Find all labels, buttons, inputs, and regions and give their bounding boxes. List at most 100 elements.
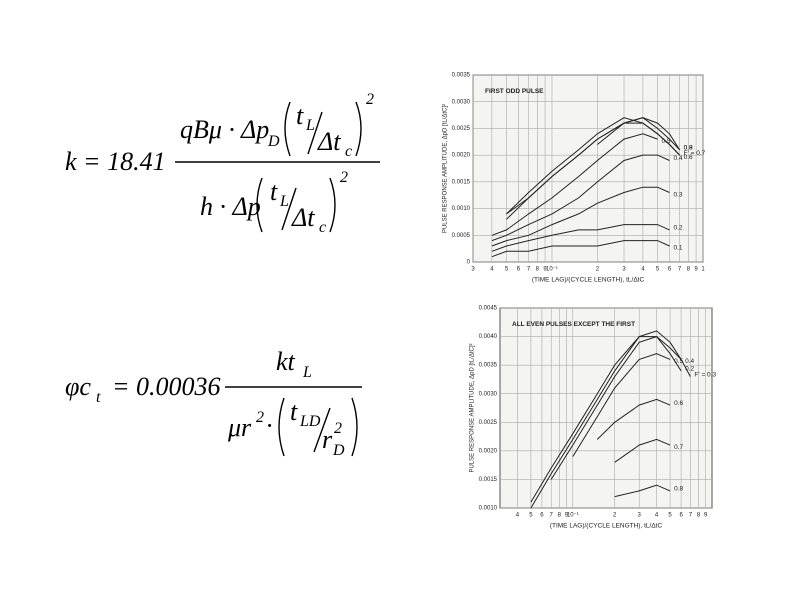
eq-term: μr <box>227 413 252 442</box>
y-tick-label: 0.0020 <box>479 448 498 454</box>
series-label: 0.9 <box>684 145 693 152</box>
x-tick-label: 1 <box>701 267 705 273</box>
eq-term: Δt <box>317 127 341 156</box>
series-label: 0.6 <box>684 154 693 161</box>
series-label: 0.8 <box>674 486 683 493</box>
x-axis-label: (TIME LAG)/(CYCLE LENGTH), tL/ΔtC <box>550 523 663 530</box>
x-tick-label: 5 <box>505 267 509 273</box>
x-tick-label: 6 <box>540 513 544 519</box>
series-label: 0.3 <box>673 191 682 198</box>
eq-sub: L <box>305 117 315 134</box>
x-tick-label: 8 <box>536 267 540 273</box>
x-tick-label: 4 <box>516 513 520 519</box>
x-tick-label: 5 <box>656 267 660 273</box>
eq-term: · <box>266 411 273 440</box>
annotation: FIRST ODD PULSE <box>485 88 544 95</box>
slash <box>307 111 323 155</box>
eq-sup: 2 <box>334 420 342 437</box>
paren <box>355 101 362 157</box>
eq-sup: 2 <box>256 409 264 426</box>
series-label: 0.6 <box>674 400 683 407</box>
x-tick-label: 6 <box>668 267 672 273</box>
series-line <box>597 117 681 151</box>
x-tick-label: 9 <box>543 267 547 273</box>
series-label: 0.8 <box>684 145 693 152</box>
eq-term: t <box>296 101 304 130</box>
eq-lhs: k = 18.41 <box>65 147 166 176</box>
series-line <box>491 186 670 247</box>
slash <box>281 187 297 231</box>
y-tick-label: 0 <box>467 260 471 266</box>
x-tick-label: 5 <box>529 513 533 519</box>
y-tick-label: 0.0015 <box>479 477 498 483</box>
series-line <box>491 240 670 258</box>
x-tick-label: 4 <box>655 513 659 519</box>
x-tick-label: 7 <box>689 513 693 519</box>
chart: 0.0010 0.0015 0.0020 0.0025 0.0030 0.0035 0.00… <box>470 306 717 530</box>
series-line <box>614 438 671 463</box>
series-line <box>550 336 682 480</box>
x-axis-label: (TIME LAG)/(CYCLE LENGTH), tL/ΔtC <box>532 277 645 284</box>
eq-term: Δt <box>291 203 315 232</box>
series-line <box>491 133 658 236</box>
series-line <box>530 336 682 503</box>
x-tick-label: 2 <box>613 513 617 519</box>
chart: 0 0.0005 0.0010 0.0015 0.0020 0.0025 0.0030 0.0… <box>443 73 706 284</box>
eq-term: h · Δp <box>200 192 261 221</box>
y-tick-label: 0.0040 <box>479 334 498 340</box>
series-line <box>614 484 671 498</box>
series-line <box>596 398 671 440</box>
y-tick-label: 0.0020 <box>452 153 471 159</box>
eq-term: t <box>270 177 278 206</box>
x-tick-label: 8 <box>697 513 701 519</box>
slash <box>313 407 331 453</box>
annotation: ALL EVEN PULSES EXCEPT THE FIRST <box>512 321 635 328</box>
eq-term: kt <box>276 347 296 376</box>
paren <box>256 177 263 233</box>
y-tick-label: 0.0030 <box>452 99 471 105</box>
plot-area <box>499 307 713 509</box>
y-axis-label: PULSE RESPONSE AMPLITUDE, ΔpD [tL/ΔtC]² <box>470 343 476 472</box>
y-tick-label: 0.0030 <box>479 391 498 397</box>
x-tick-label: 4 <box>490 267 494 273</box>
eq-lhs: φc <box>65 372 91 401</box>
x-tick-label: 3 <box>471 267 475 273</box>
eq-sub: c <box>319 219 326 236</box>
x-tick-label: 3 <box>638 513 642 519</box>
eq-sub: c <box>345 143 352 160</box>
x-tick-label: 7 <box>527 267 531 273</box>
y-tick-label: 0.0010 <box>452 206 471 212</box>
x-tick-label: 10⁻¹ <box>546 267 558 273</box>
x-tick-label: 7 <box>678 267 682 273</box>
y-axis-label: PULSE RESPONSE AMPLITUDE, ΔpD [tL/ΔtC]² <box>443 104 449 233</box>
series-line <box>491 154 670 242</box>
x-tick-label: 8 <box>687 267 691 273</box>
x-tick-label: 9 <box>704 513 708 519</box>
series-label: 0.5 <box>662 138 671 145</box>
equation-2: φc t = 0.00036 kt L μr 2 · t LD r D 2 <box>65 347 362 459</box>
series-label: 0.1 <box>673 245 682 252</box>
y-tick-label: 0.0005 <box>452 233 471 239</box>
x-tick-label: 10⁻¹ <box>567 513 579 519</box>
series-line <box>572 353 671 457</box>
paren <box>284 101 291 157</box>
y-tick-label: 0.0035 <box>452 73 471 79</box>
series-label: 0.4 <box>685 358 694 365</box>
eq-sub: D <box>332 442 345 459</box>
eq-sub: D <box>267 133 280 150</box>
equation-1: k = 18.41 qBμ · Δp D t L Δt c 2 h · Δp t… <box>65 91 380 236</box>
y-tick-label: 0.0015 <box>452 179 471 185</box>
series-label: 0.7 <box>674 444 683 451</box>
x-tick-label: 4 <box>641 267 645 273</box>
paren <box>278 397 285 457</box>
eq-sub: LD <box>299 413 321 430</box>
eq-term: r <box>322 425 333 454</box>
charts: 00.00050.00100.00150.00200.00250.00300.0… <box>443 73 717 530</box>
x-tick-label: 6 <box>679 513 683 519</box>
series-label: F' = 0.3 <box>694 371 716 378</box>
eq-sup: 2 <box>340 169 348 186</box>
y-tick-label: 0.0045 <box>479 306 498 312</box>
x-tick-label: 2 <box>596 267 600 273</box>
series-line <box>506 117 680 220</box>
